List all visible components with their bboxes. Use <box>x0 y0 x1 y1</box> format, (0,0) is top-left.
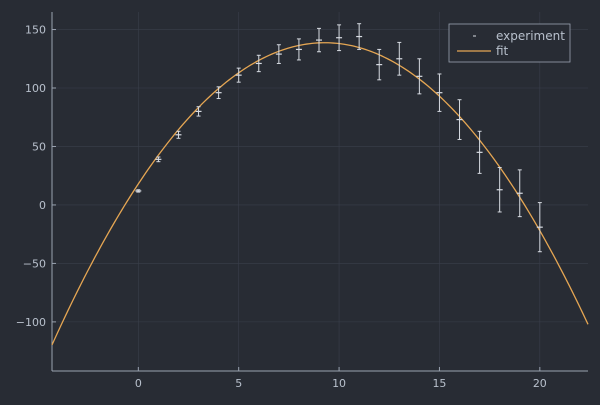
experiment-point <box>456 99 463 140</box>
y-tick-label: 150 <box>25 24 46 37</box>
experiment-point <box>336 24 343 52</box>
y-tick-label: −50 <box>23 257 46 270</box>
x-tick-label: 10 <box>332 377 346 390</box>
fit-series <box>51 42 589 346</box>
x-tick-label: 15 <box>432 377 446 390</box>
experiment-point <box>175 130 182 139</box>
legend-box <box>448 23 571 63</box>
experiment-point <box>315 27 322 53</box>
experiment-point <box>416 58 423 95</box>
experiment-point <box>275 44 282 64</box>
experiment-point <box>215 86 222 100</box>
experiment-point <box>476 130 483 174</box>
experiment-point <box>235 67 242 83</box>
experiment-point <box>135 189 142 193</box>
y-tick-label: −100 <box>16 316 46 329</box>
experiment-point <box>155 156 162 163</box>
x-tick-label: 20 <box>533 377 547 390</box>
y-tick-label: 0 <box>39 199 46 212</box>
legend-fit-label: fit <box>496 44 509 58</box>
experiment-point <box>376 48 383 81</box>
experiment-point <box>356 23 363 50</box>
experiment-point <box>516 169 523 218</box>
experiment-point <box>496 167 503 213</box>
experiment-point <box>295 38 302 61</box>
experiment-series <box>135 23 543 253</box>
legend-experiment-label: experiment <box>496 29 565 43</box>
experiment-point <box>436 73 443 112</box>
experiment-point <box>536 202 543 253</box>
fit-line <box>51 42 589 346</box>
x-tick-label: 0 <box>135 377 142 390</box>
experiment-point <box>195 106 202 117</box>
experiment-point <box>396 41 403 76</box>
experiment-point <box>255 54 262 73</box>
y-tick-label: 100 <box>25 82 46 95</box>
x-tick-label: 5 <box>235 377 242 390</box>
axes: 0 5 10 15 20 −100 −50 0 50 100 150 <box>16 12 588 390</box>
y-tick-label: 50 <box>32 140 46 153</box>
